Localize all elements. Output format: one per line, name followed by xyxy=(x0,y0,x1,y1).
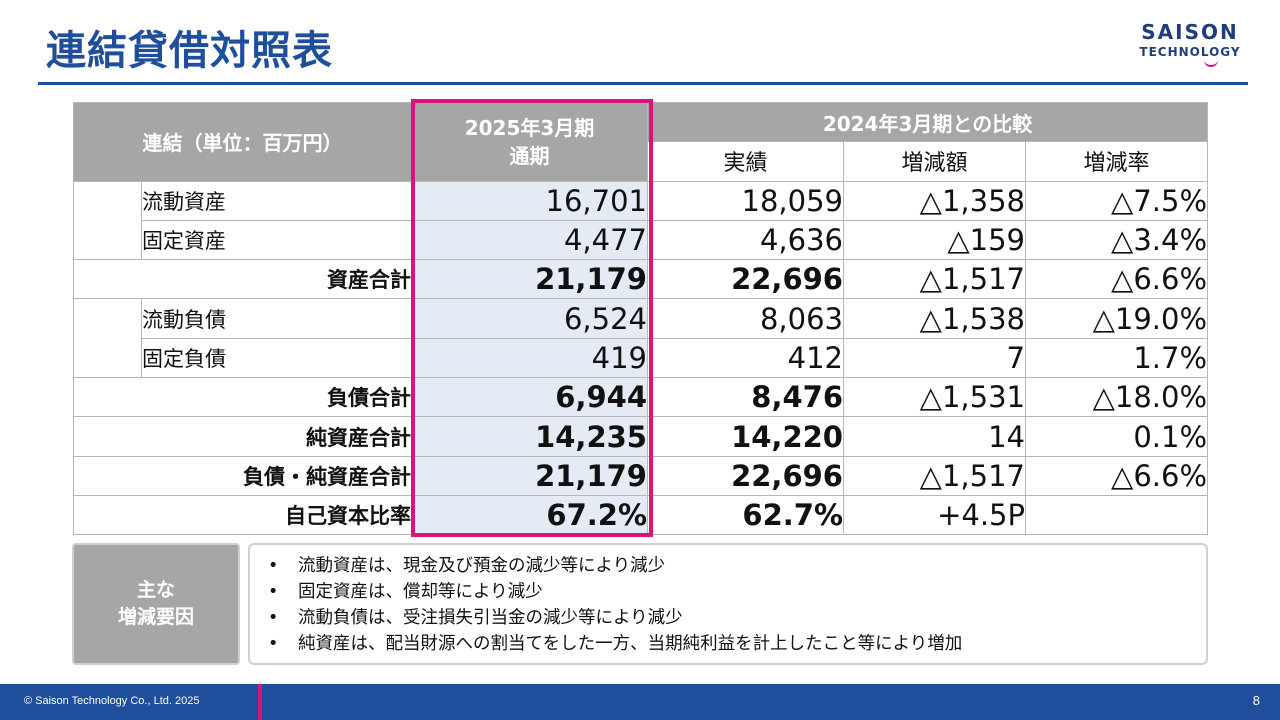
diff-value: △1,358 xyxy=(843,180,1026,221)
rate-value xyxy=(1024,494,1209,536)
current-value: 419 xyxy=(411,337,648,379)
row-label: 負債合計 xyxy=(73,377,412,418)
indent-cell xyxy=(73,180,142,261)
col-header-actual: 実績 xyxy=(647,141,844,182)
rate-value: 1.7% xyxy=(1024,337,1209,379)
row-label: 流動負債 xyxy=(141,298,412,339)
factors-label: 主な 増減要因 xyxy=(72,543,240,665)
current-value: 4,477 xyxy=(411,219,648,261)
list-item: 固定資産は、償却等により減少 xyxy=(268,579,1206,605)
saison-technology-logo: SAISON TECHNOLOGY xyxy=(1130,20,1250,67)
table-row-total: 負債・純資産合計 21,179 22,696 △1,517 △6.6% xyxy=(73,455,1209,496)
page-number: 8 xyxy=(1252,693,1260,708)
table-row-total: 資産合計 21,179 22,696 △1,517 △6.6% xyxy=(73,259,1209,300)
row-label: 固定負債 xyxy=(141,337,412,379)
prior-value: 22,696 xyxy=(647,455,844,496)
current-value: 67.2% xyxy=(411,494,648,536)
prior-value: 14,220 xyxy=(647,416,844,457)
rate-value: △18.0% xyxy=(1024,377,1209,418)
diff-value: △1,531 xyxy=(843,377,1026,418)
logo-line2: TECHNOLOGY xyxy=(1139,45,1241,59)
current-value: 6,944 xyxy=(411,377,648,418)
current-value: 6,524 xyxy=(411,298,648,339)
rate-value: △7.5% xyxy=(1024,180,1209,221)
list-item: 流動負債は、受注損失引当金の減少等により減少 xyxy=(268,605,1206,631)
row-label: 自己資本比率 xyxy=(73,494,412,536)
corner-header: 連結（単位：百万円） xyxy=(73,102,412,182)
rate-value: △6.6% xyxy=(1024,455,1209,496)
current-value: 21,179 xyxy=(411,455,648,496)
diff-value: 14 xyxy=(843,416,1026,457)
rate-value: △6.6% xyxy=(1024,259,1209,300)
table-row: 固定負債 419 412 7 1.7% xyxy=(74,337,1209,379)
row-label: 負債・純資産合計 xyxy=(73,455,412,496)
comparison-header: 2024年3月期との比較 xyxy=(646,101,1209,143)
diff-value: △159 xyxy=(843,219,1026,261)
table-row: 流動負債 6,524 8,063 △1,538 △19.0% xyxy=(73,298,1209,379)
list-item: 純資産は、配当財源への割当てをした一方、当期純利益を計上したこと等により増加 xyxy=(268,631,1206,657)
footer-bar: © Saison Technology Co., Ltd. 2025 8 xyxy=(0,684,1280,720)
diff-value: △1,538 xyxy=(843,298,1026,339)
rate-value: △3.4% xyxy=(1024,219,1209,261)
table-row-total: 自己資本比率 67.2% 62.7% +4.5P xyxy=(73,494,1209,536)
prior-value: 22,696 xyxy=(647,259,844,300)
prior-value: 4,636 xyxy=(647,219,844,261)
page-title: 連結貸借対照表 xyxy=(46,28,333,74)
current-value: 14,235 xyxy=(411,416,648,457)
factors-label-line2: 増減要因 xyxy=(117,606,194,628)
title-divider xyxy=(38,82,1248,85)
diff-value: +4.5P xyxy=(843,494,1026,536)
logo-smile-icon xyxy=(1204,60,1218,67)
rate-value: 0.1% xyxy=(1024,416,1209,457)
current-value: 21,179 xyxy=(411,259,648,300)
diff-value: △1,517 xyxy=(843,455,1026,496)
logo-line1: SAISON xyxy=(1141,20,1239,44)
factors-list: 流動資産は、現金及び預金の減少等により減少 固定資産は、償却等により減少 流動負… xyxy=(248,543,1208,665)
row-label: 純資産合計 xyxy=(73,416,412,457)
table-row-total: 負債合計 6,944 8,476 △1,531 △18.0% xyxy=(73,377,1209,418)
current-period-header: 2025年3月期 通期 xyxy=(411,102,648,182)
indent-cell xyxy=(73,298,142,379)
row-label: 流動資産 xyxy=(141,180,412,221)
prior-value: 412 xyxy=(647,337,844,379)
rate-value: △19.0% xyxy=(1024,298,1209,339)
table-row: 流動資産 16,701 18,059 △1,358 △7.5% xyxy=(73,180,1209,261)
prior-value: 8,063 xyxy=(647,298,844,339)
footer-accent xyxy=(258,684,262,720)
prior-value: 62.7% xyxy=(647,494,844,536)
table-row-total: 純資産合計 14,235 14,220 14 0.1% xyxy=(73,416,1209,457)
list-item: 流動資産は、現金及び預金の減少等により減少 xyxy=(268,553,1206,579)
diff-value: 7 xyxy=(843,337,1026,379)
balance-sheet-table: 連結（単位：百万円） 2025年3月期 通期 2024年3月期との比較 実績 増… xyxy=(73,101,1209,536)
copyright-text: © Saison Technology Co., Ltd. 2025 xyxy=(24,695,200,707)
row-label: 固定資産 xyxy=(141,219,412,261)
table-row: 固定資産 4,477 4,636 △159 △3.4% xyxy=(74,219,1209,261)
prior-value: 8,476 xyxy=(647,377,844,418)
factors-label-line1: 主な xyxy=(136,579,175,601)
current-value: 16,701 xyxy=(411,180,648,221)
col-header-diff: 増減額 xyxy=(843,141,1026,182)
diff-value: △1,517 xyxy=(843,259,1026,300)
prior-value: 18,059 xyxy=(647,180,844,221)
col-header-rate: 増減率 xyxy=(1024,141,1209,182)
row-label: 資産合計 xyxy=(73,259,412,300)
